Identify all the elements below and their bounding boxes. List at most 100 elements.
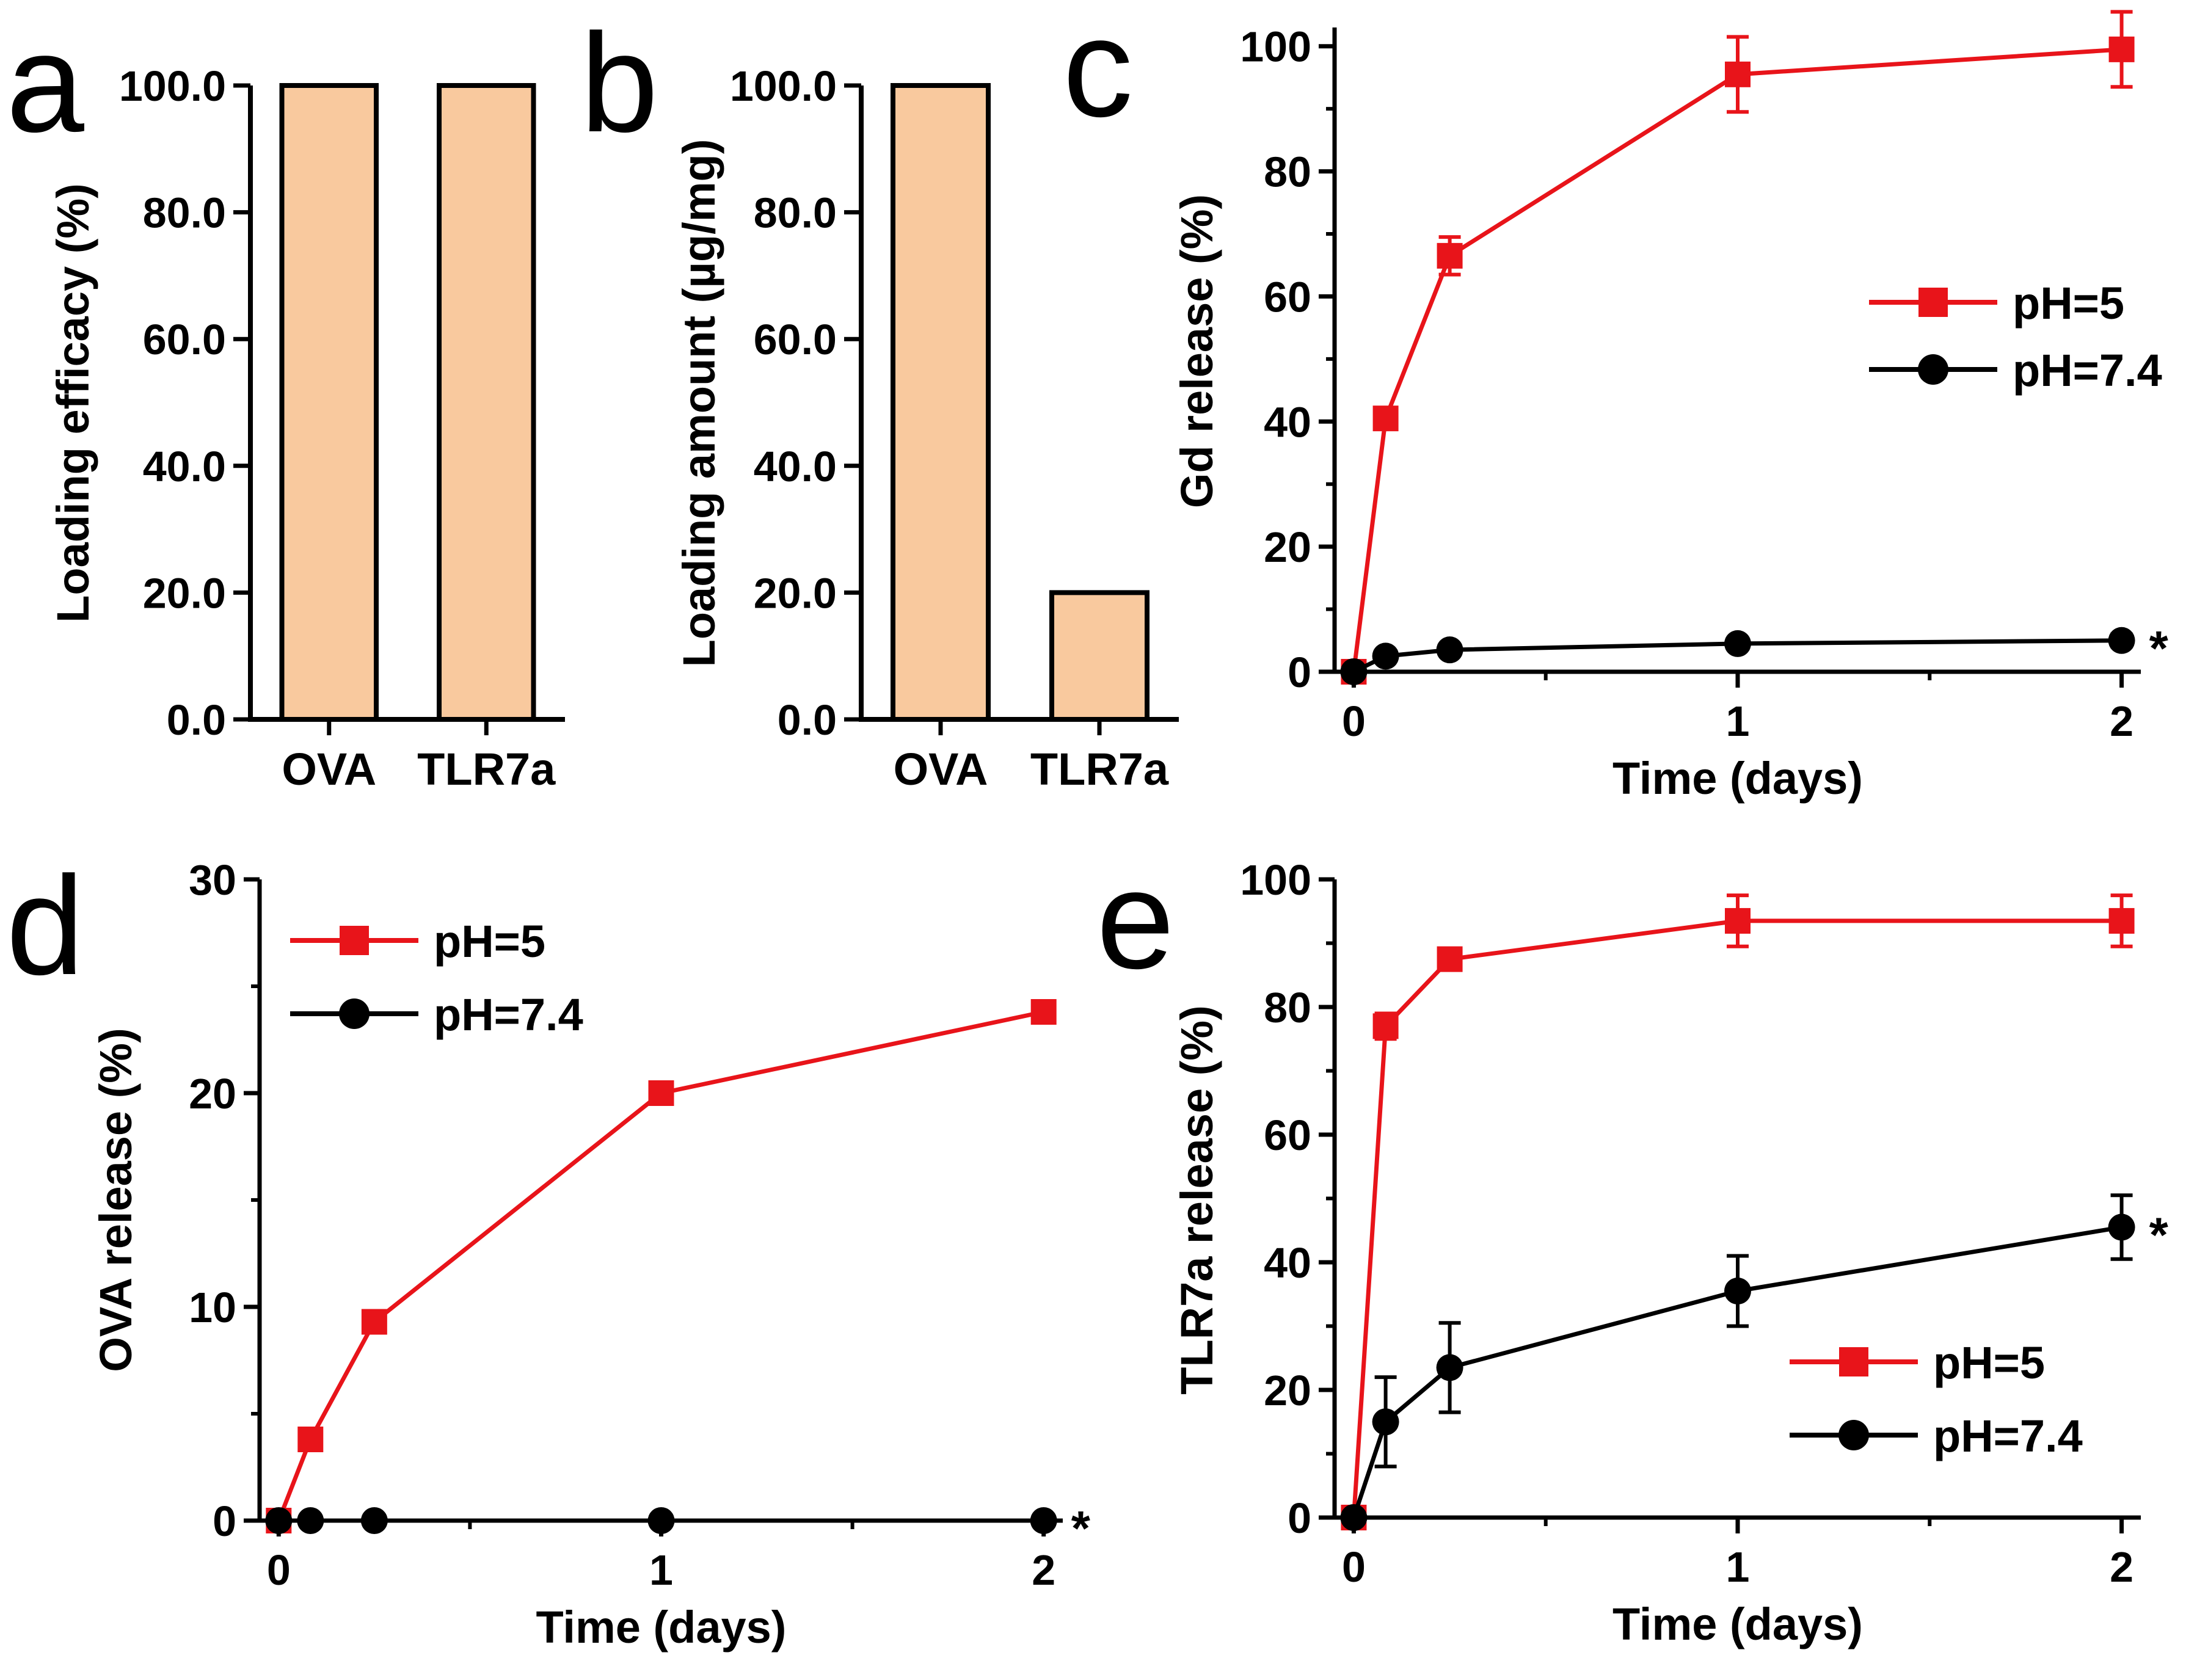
y-tick-label-c: 60 xyxy=(1264,273,1311,321)
data-point-square-d xyxy=(297,1427,324,1452)
data-point-square-c xyxy=(2108,36,2135,62)
series-c-ph74 xyxy=(1340,627,2135,685)
chart-panel-b: b Loading amount (µg/mg) 0.0 20.0 40.0 60.0 80… xyxy=(580,4,1179,795)
data-point-circle-c xyxy=(1372,642,1399,670)
y-tick-label-e: 100 xyxy=(1240,856,1311,904)
y-tick-label-e: 80 xyxy=(1264,984,1311,1031)
legend-label-c: pH=7.4 xyxy=(2013,345,2162,396)
bar-b-OVA xyxy=(891,83,991,722)
y-tick-label-c: 80 xyxy=(1264,148,1311,196)
panel-letter-b: b xyxy=(580,4,658,161)
series-line-c xyxy=(1351,47,2122,672)
x-axis-title-d: Time (days) xyxy=(536,1602,787,1653)
x-tick-label-e: 0 xyxy=(1342,1543,1366,1591)
legend-label-d: pH=7.4 xyxy=(434,989,583,1040)
y-tick-label-c: 20 xyxy=(1264,523,1311,571)
data-point-square-e xyxy=(1437,946,1463,972)
y-tick-label-b: 20.0 xyxy=(754,569,837,617)
x-tick-label-c: 1 xyxy=(1726,697,1750,745)
data-point-circle-e xyxy=(1340,1504,1368,1531)
y-tick-label-c: 0 xyxy=(1288,649,1311,696)
y-tick-label-e: 0 xyxy=(1288,1494,1311,1542)
x-axis-title-e: Time (days) xyxy=(1612,1599,1863,1649)
panel-letter-e: e xyxy=(1096,841,1175,998)
bar-a-OVA xyxy=(279,83,379,722)
y-tick-label-a: 40.0 xyxy=(143,443,226,490)
y-tick-label-b: 40.0 xyxy=(754,443,837,490)
x-tick-label-b-TLR7a: TLR7a xyxy=(1030,744,1169,795)
y-tick-label-b: 80.0 xyxy=(754,189,837,237)
legend-marker-square-e xyxy=(1839,1347,1868,1376)
y-tick-label-b: 0.0 xyxy=(778,696,837,744)
series-c-ph5 xyxy=(1341,10,2135,685)
series-d-ph74 xyxy=(265,1507,1057,1534)
data-point-circle-e xyxy=(1372,1408,1399,1436)
data-point-circle-d xyxy=(297,1507,324,1534)
legend-label-e: pH=7.4 xyxy=(1933,1411,2083,1461)
x-tick-label-d: 2 xyxy=(1032,1546,1055,1594)
data-point-square-c xyxy=(1725,61,1751,87)
x-tick-label-c: 2 xyxy=(2110,697,2133,745)
x-tick-label-e: 1 xyxy=(1726,1543,1750,1591)
y-axis-title-b: Loading amount (µg/mg) xyxy=(674,139,724,667)
x-tick-label-a-TLR7a: TLR7a xyxy=(417,744,556,795)
y-axis-title-a: Loading efficacy (%) xyxy=(48,183,98,623)
chart-panel-c: c Gd release (%) 0 20 40 60 80 100 0 1 2 Time (days… xyxy=(1063,0,2169,804)
data-point-circle-d xyxy=(265,1507,293,1534)
legend-marker-circle-e xyxy=(1838,1420,1869,1450)
data-point-circle-e xyxy=(2108,1213,2135,1241)
y-tick-label-e: 20 xyxy=(1264,1367,1311,1414)
data-point-circle-c xyxy=(1436,636,1463,664)
series-d-ph5 xyxy=(266,999,1057,1533)
significance-asterisk-e: * xyxy=(2149,1208,2169,1262)
y-tick-label-d: 30 xyxy=(189,856,236,904)
data-point-square-c xyxy=(1437,242,1463,269)
significance-asterisk-c: * xyxy=(2149,621,2169,675)
x-tick-label-d: 1 xyxy=(649,1546,673,1594)
data-point-circle-c xyxy=(1724,630,1751,657)
panel-letter-c: c xyxy=(1063,0,1133,146)
x-tick-label-d: 0 xyxy=(267,1546,291,1594)
data-point-square-d xyxy=(1030,999,1057,1025)
y-tick-label-a: 80.0 xyxy=(143,189,226,237)
y-tick-label-d: 0 xyxy=(213,1497,236,1545)
data-point-circle-d xyxy=(360,1507,388,1534)
x-tick-label-b-OVA: OVA xyxy=(894,744,988,795)
y-tick-label-d: 20 xyxy=(189,1070,236,1118)
series-e-ph74 xyxy=(1340,1193,2135,1531)
data-point-circle-d xyxy=(647,1507,675,1534)
y-tick-label-e: 40 xyxy=(1264,1239,1311,1287)
panel-letter-d: d xyxy=(6,847,84,1004)
legend-marker-circle-c xyxy=(1918,354,1948,385)
data-point-circle-d xyxy=(1030,1507,1057,1534)
y-tick-label-a: 0.0 xyxy=(167,696,226,744)
y-tick-label-d: 10 xyxy=(189,1284,236,1331)
y-tick-label-a: 20.0 xyxy=(143,569,226,617)
y-tick-label-a: 60.0 xyxy=(143,316,226,363)
data-point-circle-c xyxy=(1340,658,1368,685)
data-point-circle-e xyxy=(1724,1278,1751,1305)
y-tick-label-b: 60.0 xyxy=(754,316,837,363)
data-point-circle-c xyxy=(2108,627,2135,654)
legend-marker-square-c xyxy=(1918,288,1948,317)
legend-label-e: pH=5 xyxy=(1933,1337,2045,1388)
legend-label-c: pH=5 xyxy=(2013,278,2124,329)
y-axis-title-c: Gd release (%) xyxy=(1171,194,1222,508)
y-tick-label-e: 60 xyxy=(1264,1111,1311,1159)
y-tick-label-a: 100.0 xyxy=(119,62,226,110)
y-axis-title-d: OVA release (%) xyxy=(90,1028,141,1372)
chart-panel-a: a Loading efficacy (%) 0.0 20.0 40.0 60.0 80.0… xyxy=(6,4,565,795)
legend-marker-square-d xyxy=(340,926,369,955)
y-tick-label-c: 100 xyxy=(1240,23,1311,71)
x-tick-label-e: 2 xyxy=(2110,1543,2133,1591)
data-point-square-d xyxy=(361,1309,387,1335)
significance-asterisk-d: * xyxy=(1071,1501,1091,1555)
legend-label-d: pH=5 xyxy=(434,916,545,967)
chart-panel-e: e TLR7a release (%) 0 20 40 60 80 100 0 1 2 Time (d… xyxy=(1096,841,2169,1649)
y-axis-title-e: TLR7a release (%) xyxy=(1171,1005,1222,1395)
x-tick-label-a-OVA: OVA xyxy=(282,744,376,795)
bar-b-TLR7a xyxy=(1049,590,1150,722)
data-point-square-d xyxy=(648,1080,674,1106)
